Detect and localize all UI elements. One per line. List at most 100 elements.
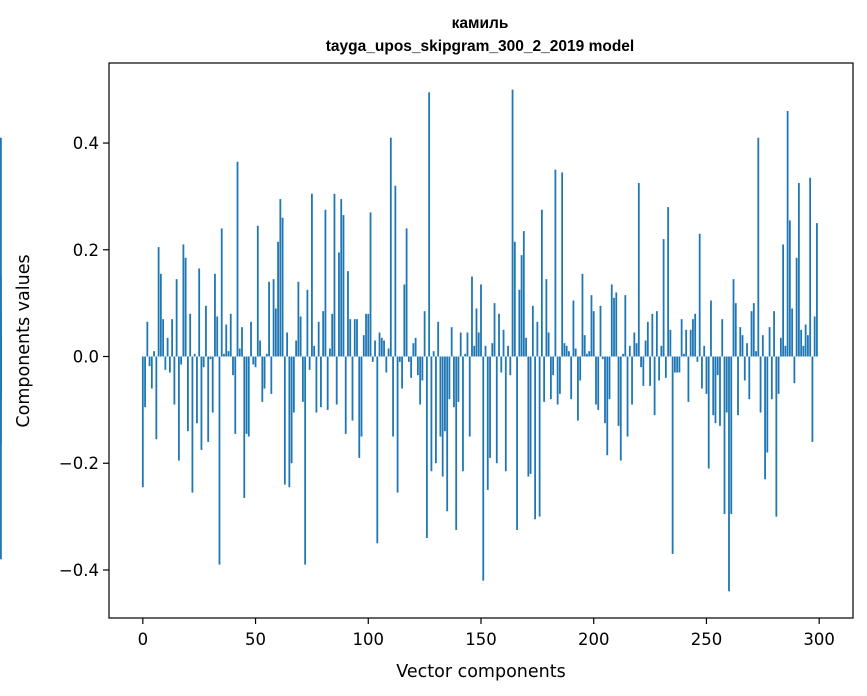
bar bbox=[171, 319, 174, 357]
bar bbox=[466, 332, 469, 357]
bar bbox=[401, 356, 403, 389]
bar bbox=[601, 356, 604, 360]
bar bbox=[301, 356, 304, 402]
bar bbox=[432, 351, 435, 357]
bar bbox=[216, 316, 219, 357]
bar bbox=[565, 345, 568, 357]
bar bbox=[146, 321, 149, 357]
bar bbox=[816, 223, 818, 357]
bar bbox=[229, 313, 232, 357]
bar bbox=[347, 271, 349, 357]
y-tick-label: 0.4 bbox=[73, 134, 99, 153]
bar bbox=[791, 308, 794, 357]
bar bbox=[714, 356, 717, 424]
bar bbox=[164, 356, 167, 370]
bar bbox=[534, 356, 537, 520]
bar bbox=[752, 303, 755, 357]
bar bbox=[0, 356, 2, 445]
bar bbox=[430, 356, 433, 472]
bar bbox=[270, 356, 273, 394]
bar bbox=[707, 356, 710, 469]
bar bbox=[775, 356, 778, 517]
bar bbox=[403, 284, 406, 357]
bar bbox=[680, 319, 683, 357]
bar bbox=[664, 356, 667, 378]
bar bbox=[509, 356, 512, 376]
bar bbox=[685, 329, 688, 357]
bar bbox=[574, 348, 577, 357]
bar bbox=[678, 356, 681, 373]
bar bbox=[536, 321, 539, 357]
bar bbox=[367, 313, 370, 357]
bar bbox=[572, 300, 575, 357]
bar bbox=[624, 295, 627, 357]
bar bbox=[450, 327, 453, 357]
bar bbox=[694, 313, 697, 357]
bar bbox=[150, 356, 153, 389]
bar bbox=[676, 356, 679, 373]
bar bbox=[389, 137, 392, 357]
bar bbox=[441, 356, 444, 477]
bar bbox=[155, 356, 158, 440]
bar bbox=[545, 279, 548, 357]
bar bbox=[245, 356, 248, 434]
bar bbox=[338, 252, 340, 357]
bar bbox=[710, 300, 712, 357]
bar bbox=[701, 356, 703, 389]
bar bbox=[335, 356, 338, 405]
bar bbox=[376, 356, 379, 544]
bar bbox=[642, 356, 645, 386]
bar bbox=[504, 356, 507, 472]
bar bbox=[770, 356, 773, 400]
x-axis-label: Vector components bbox=[396, 662, 565, 682]
bar bbox=[252, 356, 255, 365]
bar bbox=[761, 335, 764, 357]
y-tick-label: 0.2 bbox=[73, 241, 99, 260]
bar bbox=[750, 311, 753, 357]
bar bbox=[739, 327, 742, 357]
bar bbox=[597, 356, 600, 410]
bar bbox=[175, 279, 178, 357]
bar bbox=[480, 284, 482, 357]
bar bbox=[353, 319, 356, 357]
bar bbox=[453, 356, 455, 408]
bar bbox=[773, 311, 775, 357]
bar bbox=[484, 345, 487, 357]
bar bbox=[241, 327, 243, 357]
bar bbox=[500, 356, 503, 373]
bar bbox=[419, 356, 422, 405]
bar bbox=[507, 345, 509, 357]
bar bbox=[385, 356, 388, 373]
bar bbox=[737, 356, 739, 416]
bar bbox=[313, 345, 316, 357]
bar bbox=[225, 324, 228, 357]
bar bbox=[144, 356, 146, 408]
bar bbox=[333, 193, 336, 357]
y-tick-label: 0.0 bbox=[73, 348, 99, 367]
bar bbox=[606, 356, 609, 456]
bar bbox=[358, 356, 361, 458]
bar bbox=[198, 268, 201, 357]
bar bbox=[588, 351, 591, 357]
bar bbox=[804, 324, 807, 357]
bar bbox=[813, 316, 816, 357]
bar bbox=[626, 356, 629, 437]
bar bbox=[525, 337, 527, 357]
bar bbox=[552, 356, 555, 376]
bar bbox=[712, 356, 715, 416]
bar bbox=[495, 356, 498, 464]
bar bbox=[477, 332, 480, 357]
bar bbox=[705, 356, 708, 394]
bar bbox=[583, 335, 586, 357]
bar bbox=[513, 241, 516, 357]
bar bbox=[369, 212, 372, 357]
bar bbox=[259, 340, 261, 357]
bar bbox=[283, 356, 286, 485]
plot-frame bbox=[108, 62, 854, 619]
y-axis-label: Components values bbox=[14, 254, 34, 427]
bar bbox=[768, 327, 771, 357]
bar bbox=[802, 345, 805, 357]
bar bbox=[360, 356, 363, 437]
bar bbox=[290, 356, 293, 464]
